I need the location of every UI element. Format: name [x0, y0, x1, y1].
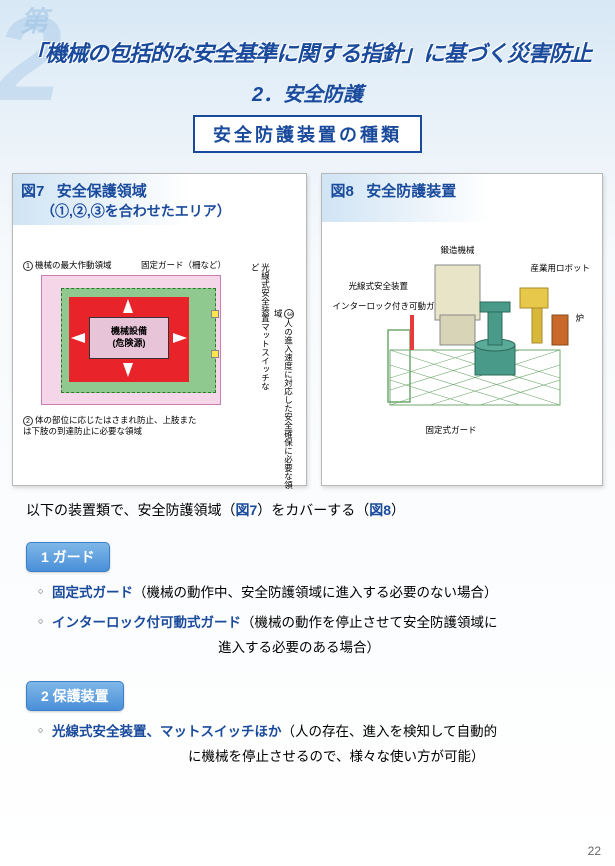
- figures-caption: 以下の装置類で、安全防護領域（図7）をカバーする（図8）: [12, 500, 603, 520]
- figure-8-header: 図8 安全防護装置: [322, 174, 602, 222]
- section-2-tag: 2 保護装置: [26, 681, 124, 711]
- fig7-label-1: 1機械の最大作動領域: [23, 260, 112, 271]
- fig7-circ-2: 2: [23, 416, 33, 426]
- section-1-item-2-cont: 進入する必要のある場合）: [38, 637, 603, 659]
- section-1-item-2: インターロック付可動式ガード（機械の動作を停止させて安全防護領域に: [38, 612, 603, 634]
- section-1-item-1: 固定式ガード（機械の動作中、安全防護領域に進入する必要のない場合）: [38, 582, 603, 604]
- fig7-sensor-2: [211, 350, 219, 358]
- fig8-label-fixed-guard: 固定式ガード: [425, 424, 476, 436]
- figure-8-diagram: 鍛造機械 産業用ロボット 光線式安全装置 インターロック付き可動ガード 炉 固定…: [330, 232, 594, 468]
- section-1-list: 固定式ガード（機械の動作中、安全防護領域に進入する必要のない場合） インターロッ…: [12, 582, 603, 659]
- figure-7-body: 1機械の最大作動領域 固定ガード（柵など） 機械設備 (危険源): [13, 225, 306, 485]
- fig7-label-1-text: 機械の最大作動領域: [35, 260, 112, 270]
- figure-7-diagram: 1機械の最大作動領域 固定ガード（柵など） 機械設備 (危険源): [21, 235, 298, 471]
- fig7-center-line1: 機械設備: [111, 326, 147, 338]
- box-title: 安全防護装置の種類: [193, 115, 422, 153]
- fig7-arrow-right: [173, 333, 187, 343]
- figure-8-num: 図8: [330, 183, 353, 200]
- fig7-label-3: 光線式安全装置マットスイッチなど: [250, 263, 270, 393]
- figures-row: 図7 安全保護領域 （①,②,③を合わせたエリア） 1機械の最大作動領域 固定ガ…: [12, 173, 603, 486]
- main-title: 「機械の包括的な安全基準に関する指針」に基づく災害防止: [12, 36, 603, 68]
- figure-7: 図7 安全保護領域 （①,②,③を合わせたエリア） 1機械の最大作動領域 固定ガ…: [12, 173, 307, 486]
- figure-7-title: 安全保護領域: [57, 183, 147, 200]
- figure-7-num: 図7: [21, 183, 44, 200]
- caption-mid: ）をカバーする（: [257, 502, 369, 518]
- caption-pre: 以下の装置類で、安全防護領域（: [26, 502, 235, 518]
- section-2-item-1-cont: に機械を停止させるので、様々な使い方が可能）: [38, 746, 603, 768]
- section-2-item-1-term: 光線式安全装置、マットスイッチほか: [52, 724, 282, 739]
- fig7-label-4-text: 人の進入速度に対応した安全確保に必要な領域: [273, 309, 293, 489]
- figure-7-header: 図7 安全保護領域 （①,②,③を合わせたエリア）: [13, 174, 306, 225]
- fig8-label-furnace: 炉: [575, 312, 584, 324]
- fig7-sensor-1: [211, 310, 219, 318]
- section-1-item-1-rest: （機械の動作中、安全防護領域に進入する必要のない場合）: [133, 585, 498, 600]
- section-1-item-2-term: インターロック付可動式ガード: [52, 615, 241, 630]
- fig7-label-5-text: 体の部位に応じたはさまれ防止、上肢または下肢の到達防止に必要な領域: [23, 415, 197, 436]
- caption-post: ）: [391, 502, 405, 518]
- fig7-label-4: 3人の進入速度に対応した安全確保に必要な領域: [273, 309, 296, 489]
- figure-7-subtitle: （①,②,③を合わせたエリア）: [21, 201, 298, 221]
- page-content: 「機械の包括的な安全基準に関する指針」に基づく災害防止 2．安全防護 安全防護装…: [0, 0, 615, 778]
- figure-8-body: 鍛造機械 産業用ロボット 光線式安全装置 インターロック付き可動ガード 炉 固定…: [322, 222, 602, 482]
- page-number: 22: [588, 844, 601, 858]
- figure-8-title: 安全防護装置: [366, 183, 456, 200]
- fig7-arrow-up: [123, 299, 133, 313]
- fig7-arrow-down: [123, 363, 133, 377]
- section-2-list: 光線式安全装置、マットスイッチほか（人の存在、進入を検知して自動的 に機械を停止…: [12, 721, 603, 768]
- section-1-item-1-term: 固定式ガード: [52, 585, 133, 600]
- caption-ref2: 図8: [369, 502, 391, 518]
- fig7-label-2: 固定ガード（柵など）: [141, 260, 226, 270]
- fig7-center-line2: (危険源): [113, 338, 146, 350]
- fig7-label-5: 2体の部位に応じたはさまれ防止、上肢または下肢の到達防止に必要な領域: [23, 415, 203, 436]
- fig7-circ-3: 3: [284, 309, 294, 319]
- box-title-wrap: 安全防護装置の種類: [12, 115, 603, 153]
- sub-title: 2．安全防護: [12, 78, 603, 107]
- figure-8: 図8 安全防護装置 鍛造機械 産業用ロボット 光線式安全装置 インターロック付き…: [321, 173, 603, 486]
- section-2-item-1-rest: （人の存在、進入を検知して自動的: [282, 724, 498, 739]
- section-2-item-1: 光線式安全装置、マットスイッチほか（人の存在、進入を検知して自動的: [38, 721, 603, 743]
- section-1-tag: 1 ガード: [26, 542, 110, 572]
- fig8-machine-svg: [380, 260, 570, 410]
- fig8-label-forging: 鍛造機械: [440, 244, 474, 256]
- caption-ref1: 図7: [235, 502, 257, 518]
- fig7-circ-1: 1: [23, 261, 33, 271]
- fig7-arrow-left: [71, 333, 85, 343]
- section-1-item-2-rest: （機械の動作を停止させて安全防護領域に: [241, 615, 498, 630]
- fig7-center-box: 機械設備 (危険源): [89, 317, 169, 359]
